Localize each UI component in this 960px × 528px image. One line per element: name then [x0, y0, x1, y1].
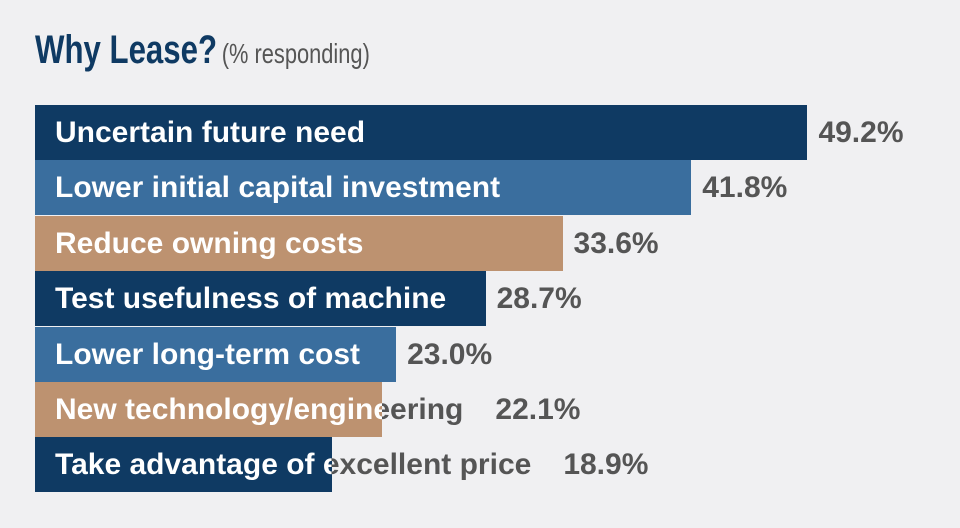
bar-row: Reduce owning costs 33.6% — [35, 215, 935, 271]
value-label: 33.6% — [573, 226, 659, 260]
bar-label: Uncertain future need — [55, 105, 365, 160]
value-label: 41.8% — [702, 171, 788, 205]
bar-row: Lower long-term cost 23.0% — [35, 326, 935, 382]
value-label: 28.7% — [496, 282, 582, 316]
value-label: 49.2% — [818, 116, 904, 149]
bar-label: Lower long-term cost — [55, 327, 360, 382]
bar — [35, 271, 486, 327]
bar-row: Lower initial capital investment 41.8% — [35, 160, 935, 216]
bar — [35, 326, 397, 382]
bar — [35, 437, 332, 493]
bar-label: Take advantage of excellent price — [55, 437, 531, 492]
bar — [35, 160, 692, 216]
bar-label: Test usefulness of machine — [55, 271, 446, 326]
bar-row: Test usefulness of machine 28.7% — [35, 271, 935, 327]
bar-label: New technology/engineering — [55, 382, 463, 437]
value-label: 23.0% — [407, 337, 493, 371]
chart-title: Why Lease? (% responding) — [35, 28, 370, 73]
title-main: Why Lease? — [35, 28, 218, 72]
bar-label: Reduce owning costs — [55, 216, 363, 271]
value-label: 18.9% — [563, 448, 649, 482]
value-label: 22.1% — [495, 393, 581, 426]
bar-row: Take advantage of excellent price 18.9% — [35, 437, 935, 493]
bar-row: Uncertain future need 49.2% — [35, 105, 935, 160]
bar-row: New technology/engineering 22.1% — [35, 382, 935, 437]
bar — [35, 215, 563, 271]
title-subtitle: (% responding) — [221, 38, 370, 69]
bar — [35, 382, 382, 437]
bar-label: Lower initial capital investment — [55, 160, 500, 215]
bar — [35, 105, 808, 160]
